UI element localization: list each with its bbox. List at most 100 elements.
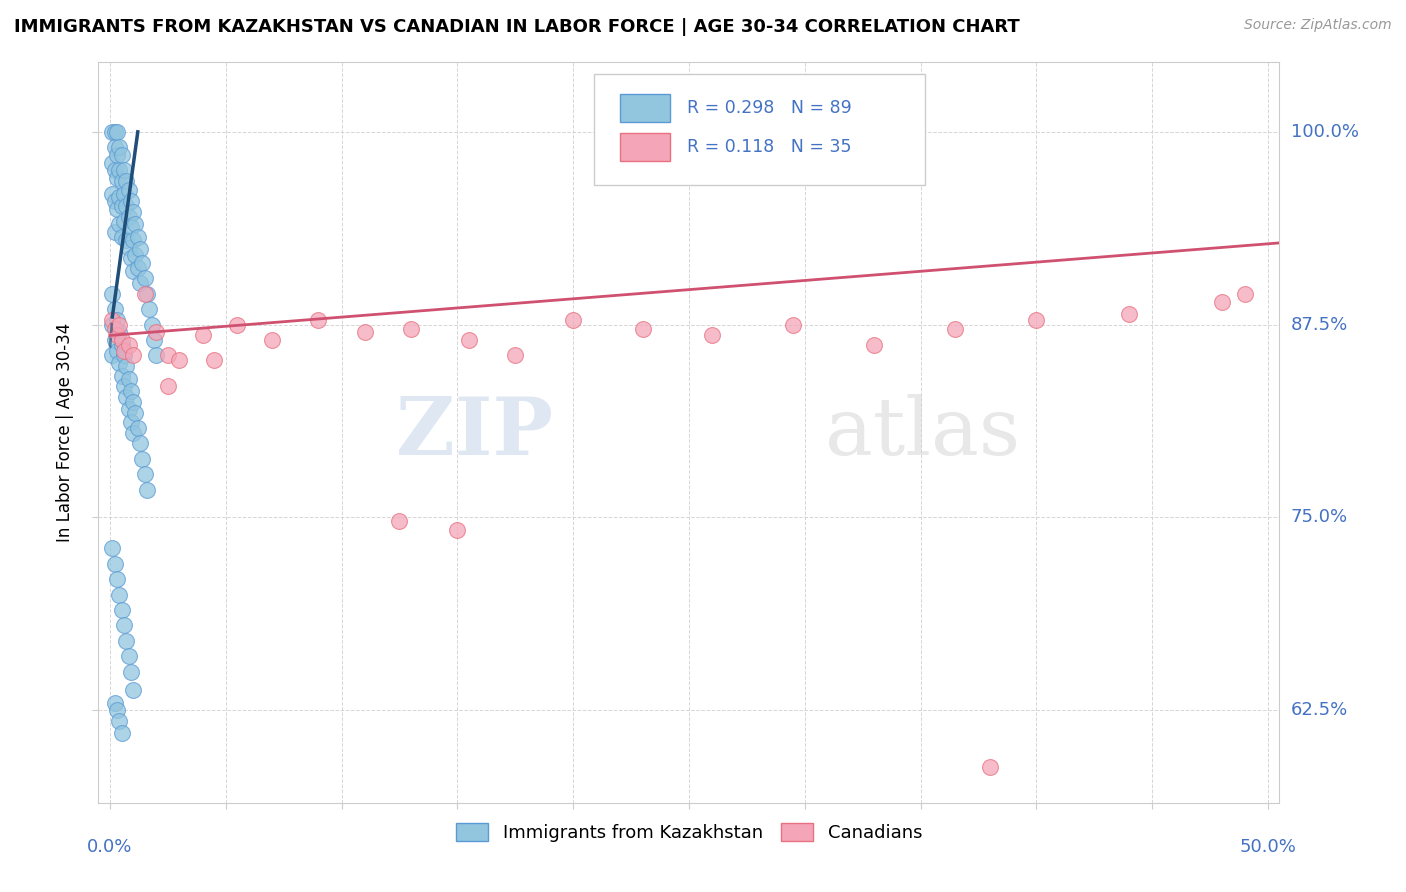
Point [117,210,139,224]
Point [108,318,131,332]
FancyBboxPatch shape [620,133,671,161]
Point [503,349,526,363]
Point [134,286,156,301]
Point [110,174,132,188]
Point [110,148,132,162]
Point [120,220,142,235]
Point [120,415,142,429]
Text: 100.0%: 100.0% [1291,123,1358,141]
Point [122,205,145,219]
Point [458,333,481,347]
Point [112,618,135,632]
Point [104,322,127,336]
Point [122,233,145,247]
Point [446,523,468,537]
Point [127,229,149,244]
Point [138,302,160,317]
Point [104,194,127,209]
Point [134,271,156,285]
Point [399,322,422,336]
Point [124,406,146,420]
Text: R = 0.118   N = 35: R = 0.118 N = 35 [686,138,851,156]
Point [115,359,138,374]
Point [145,349,167,363]
Text: Source: ZipAtlas.com: Source: ZipAtlas.com [1244,18,1392,32]
Point [104,125,127,139]
Point [115,174,138,188]
Point [122,263,145,277]
Text: 50.0%: 50.0% [1240,838,1296,855]
Point [122,683,145,698]
Point [115,390,138,404]
Point [117,337,139,351]
Point [110,199,132,213]
Point [104,225,127,239]
Point [156,349,179,363]
Point [101,125,124,139]
Point [115,199,138,213]
Point [863,337,886,351]
Point [112,343,135,358]
Point [108,140,131,154]
Point [129,276,152,290]
Point [112,214,135,228]
Point [127,421,149,435]
Point [782,318,804,332]
Point [129,436,152,450]
Point [1025,313,1047,327]
Point [127,260,149,275]
Point [105,148,128,162]
Point [112,163,135,178]
Point [104,333,127,347]
Point [129,242,152,256]
Point [105,171,128,186]
Point [101,541,124,556]
Point [120,252,142,266]
Point [108,714,131,728]
Point [105,202,128,216]
Point [631,322,654,336]
Point [105,125,128,139]
Point [115,633,138,648]
Point [112,379,135,393]
Point [136,483,159,497]
Point [120,194,142,209]
Point [1211,294,1233,309]
Text: 75.0%: 75.0% [1291,508,1348,526]
Point [101,349,124,363]
Point [141,318,163,332]
Point [105,343,128,358]
FancyBboxPatch shape [595,73,925,185]
Point [115,233,138,247]
Point [112,349,135,363]
Point [101,155,124,169]
Point [108,356,131,370]
Point [105,703,128,717]
Point [105,313,128,327]
Point [122,425,145,440]
Point [110,368,132,383]
Point [104,140,127,154]
Text: 87.5%: 87.5% [1291,316,1348,334]
Y-axis label: In Labor Force | Age 30-34: In Labor Force | Age 30-34 [56,323,75,542]
Point [202,353,225,368]
Point [101,286,124,301]
Point [124,248,146,262]
Point [117,649,139,664]
Point [104,696,127,710]
Point [108,189,131,203]
Point [191,328,214,343]
Point [117,402,139,417]
Point [120,665,142,679]
Point [108,218,131,232]
Point [307,313,329,327]
Point [112,186,135,201]
Text: R = 0.298   N = 89: R = 0.298 N = 89 [686,99,851,118]
Point [134,467,156,482]
Point [101,318,124,332]
Point [104,302,127,317]
Point [131,451,153,466]
Point [124,218,146,232]
Point [108,163,131,178]
Text: IMMIGRANTS FROM KAZAKHSTAN VS CANADIAN IN LABOR FORCE | AGE 30-34 CORRELATION CH: IMMIGRANTS FROM KAZAKHSTAN VS CANADIAN I… [14,18,1019,36]
